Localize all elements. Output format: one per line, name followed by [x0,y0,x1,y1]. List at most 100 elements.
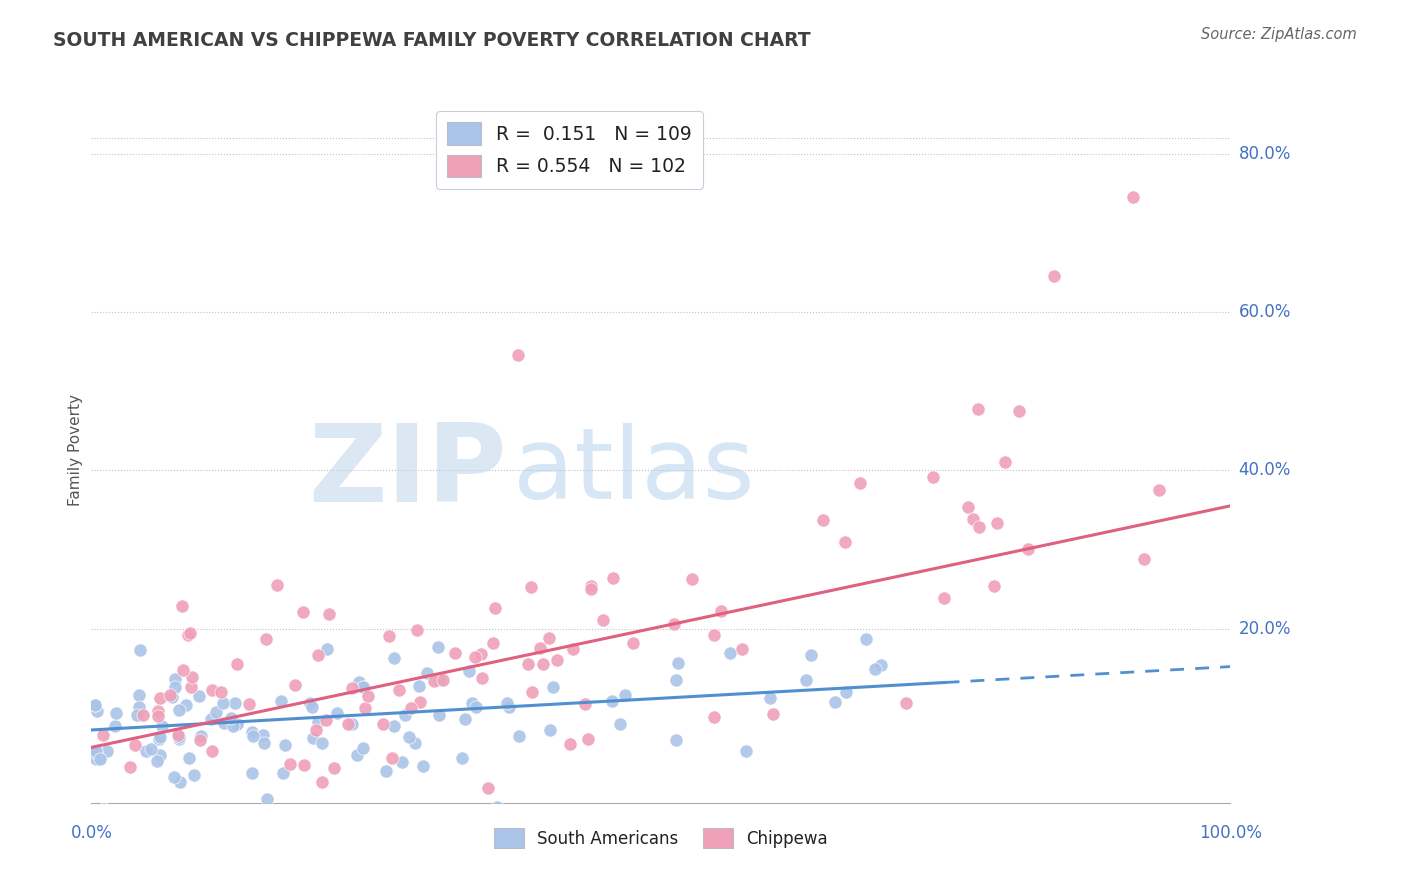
Point [240,725,263,739]
Point [759,691,782,706]
Point [451,750,474,764]
Point [602,571,624,585]
Point [378,629,401,643]
Point [128,688,150,702]
Point [122,812,145,826]
Point [176,628,198,642]
Point [204,705,226,719]
Point [454,713,477,727]
Point [340,681,363,695]
Point [301,731,323,745]
Point [167,731,190,745]
Point [84,752,107,766]
Point [238,698,260,712]
Point [375,764,398,779]
Point [529,640,551,655]
Point [391,755,413,769]
Point [546,653,568,667]
Point [444,646,467,660]
Point [1008,404,1031,418]
Point [201,744,224,758]
Point [316,642,339,657]
Point [855,632,877,647]
Point [962,512,984,526]
Point [148,730,170,744]
Point [796,673,818,687]
Point [149,691,172,706]
Point [734,744,756,758]
Point [1042,269,1064,284]
Point [761,706,783,721]
Point [181,670,204,684]
Point [834,534,856,549]
Point [221,711,243,725]
Point [834,685,856,699]
Point [89,750,111,764]
Point [84,747,107,761]
Text: 60.0%: 60.0% [1239,303,1291,321]
Point [681,572,703,586]
Point [543,680,565,694]
Point [301,699,323,714]
Point [561,641,583,656]
Point [292,605,315,619]
Point [465,700,488,714]
Point [226,657,249,672]
Point [124,739,146,753]
Point [273,739,295,753]
Point [966,402,988,417]
Point [477,780,499,795]
Point [356,689,378,703]
Point [412,759,434,773]
Point [224,696,246,710]
Point [188,689,211,703]
Point [731,641,754,656]
Point [621,636,644,650]
Point [172,663,194,677]
Point [150,719,173,733]
Point [519,580,541,594]
Text: 100.0%: 100.0% [1199,824,1261,842]
Point [662,617,685,632]
Point [498,700,520,714]
Point [703,628,725,642]
Point [169,775,191,789]
Point [482,636,505,650]
Point [177,751,200,765]
Point [349,675,371,690]
Point [346,747,368,762]
Point [600,694,623,708]
Point [93,801,115,815]
Legend: South Americans, Chippewa: South Americans, Chippewa [486,822,835,855]
Point [485,800,508,814]
Point [849,476,872,491]
Point [353,680,375,694]
Point [408,679,430,693]
Point [148,747,170,762]
Point [311,736,333,750]
Point [581,582,603,596]
Point [254,632,277,646]
Point [484,601,506,615]
Point [256,792,278,806]
Point [127,708,149,723]
Point [894,697,917,711]
Point [811,513,834,527]
Point [470,647,492,661]
Point [167,732,190,747]
Point [292,758,315,772]
Text: ZIP: ZIP [308,418,508,524]
Point [263,812,285,826]
Point [665,673,688,687]
Point [579,579,602,593]
Point [800,648,823,662]
Point [1122,190,1144,204]
Point [461,696,484,710]
Point [146,708,169,723]
Point [558,737,581,751]
Point [382,651,405,665]
Point [252,728,274,742]
Point [994,455,1017,469]
Point [307,714,329,729]
Point [188,733,211,747]
